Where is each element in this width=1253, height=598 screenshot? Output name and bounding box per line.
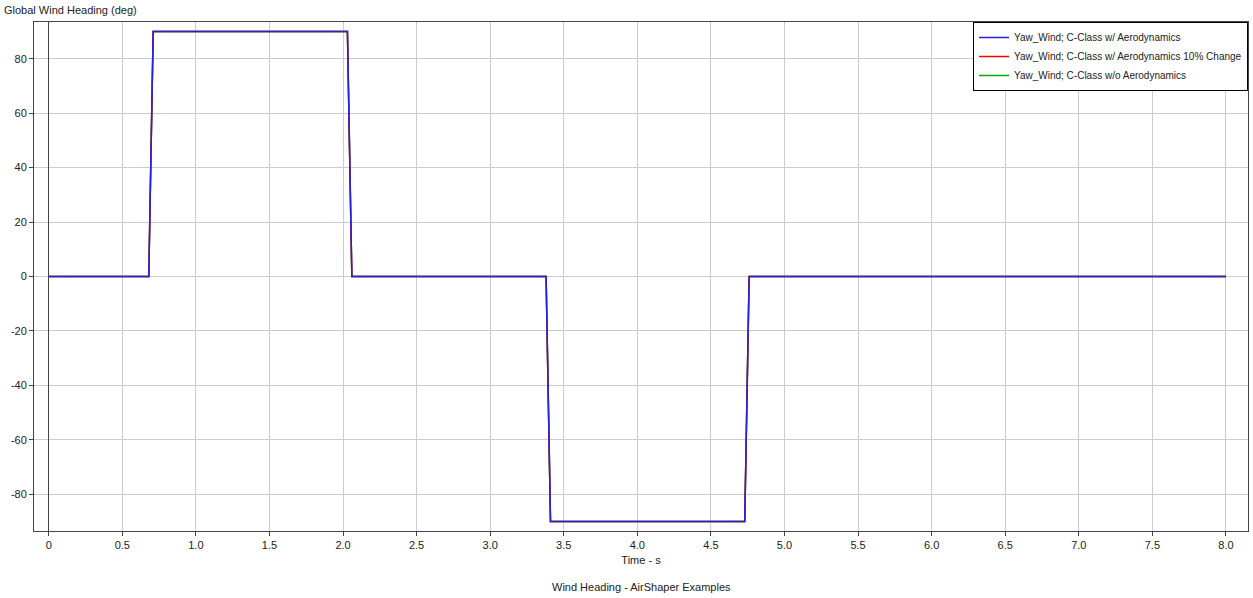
svg-text:Yaw_Wind; C-Class w/ Aerodynam: Yaw_Wind; C-Class w/ Aerodynamics <box>1014 32 1181 43</box>
svg-text:0: 0 <box>21 270 27 282</box>
svg-text:4.5: 4.5 <box>703 539 718 551</box>
svg-text:60: 60 <box>15 107 27 119</box>
svg-text:-40: -40 <box>11 379 27 391</box>
svg-text:3.5: 3.5 <box>556 539 571 551</box>
svg-text:2.0: 2.0 <box>335 539 350 551</box>
svg-text:0: 0 <box>46 539 52 551</box>
svg-text:5.0: 5.0 <box>777 539 792 551</box>
svg-text:20: 20 <box>15 216 27 228</box>
svg-text:6.0: 6.0 <box>924 539 939 551</box>
svg-text:Time - s: Time - s <box>621 554 661 566</box>
svg-text:6.5: 6.5 <box>998 539 1013 551</box>
svg-text:0.5: 0.5 <box>115 539 130 551</box>
svg-text:2.5: 2.5 <box>409 539 424 551</box>
svg-text:1.0: 1.0 <box>188 539 203 551</box>
svg-text:Yaw_Wind; C-Class w/ Aerodynam: Yaw_Wind; C-Class w/ Aerodynamics 10% Ch… <box>1014 51 1242 62</box>
svg-text:Global Wind Heading (deg): Global Wind Heading (deg) <box>4 4 137 16</box>
svg-text:40: 40 <box>15 161 27 173</box>
svg-text:-20: -20 <box>11 325 27 337</box>
svg-text:-60: -60 <box>11 434 27 446</box>
svg-text:80: 80 <box>15 53 27 65</box>
svg-text:3.0: 3.0 <box>483 539 498 551</box>
svg-text:Yaw_Wind; C-Class w/o Aerodyna: Yaw_Wind; C-Class w/o Aerodynamics <box>1014 70 1186 81</box>
svg-text:7.5: 7.5 <box>1145 539 1160 551</box>
svg-text:7.0: 7.0 <box>1071 539 1086 551</box>
svg-text:8.0: 8.0 <box>1218 539 1233 551</box>
svg-text:4.0: 4.0 <box>630 539 645 551</box>
svg-text:5.5: 5.5 <box>850 539 865 551</box>
svg-text:1.5: 1.5 <box>262 539 277 551</box>
svg-text:Wind Heading - AirShaper Examp: Wind Heading - AirShaper Examples <box>552 581 731 593</box>
svg-text:-80: -80 <box>11 488 27 500</box>
